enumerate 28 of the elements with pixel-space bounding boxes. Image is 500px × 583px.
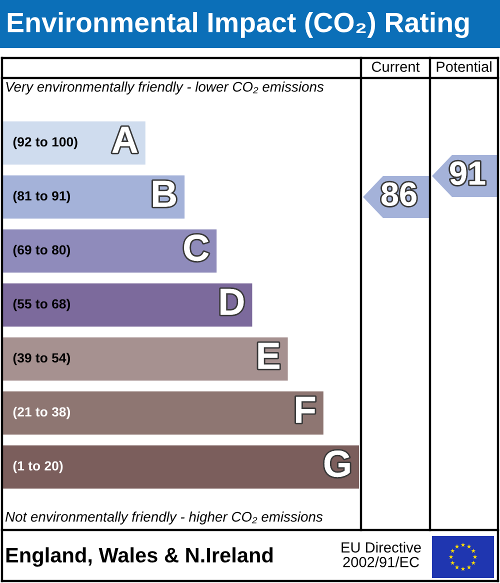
annotation: (69 to 80) [13, 244, 70, 258]
y-tick-label: D [220, 288, 244, 315]
bar [3, 337, 288, 381]
bar [3, 391, 324, 435]
annotation: (81 to 91) [13, 190, 70, 204]
y-tick-label: G [324, 450, 350, 478]
text: Not environmentally friendly - higher CO₂ emissions [5, 512, 323, 524]
y-tick-label: F [296, 396, 316, 423]
text: Current [372, 62, 420, 72]
y-tick-label: B [153, 180, 176, 207]
text: EU Directive 2002/91/EC [342, 542, 421, 568]
annotation: (1 to 20) [13, 460, 63, 474]
y-tick-label: C [184, 234, 209, 262]
bar [3, 283, 252, 327]
text: England, Wales & N.Ireland [6, 547, 273, 567]
text: Potential [436, 61, 492, 72]
annotation: (92 to 100) [13, 136, 78, 150]
y-tick-label: E [258, 342, 280, 369]
y-tick-label: A [112, 126, 138, 153]
text: 86 [382, 182, 416, 206]
text: Very environmentally friendly - lower CO₂ emissions [6, 82, 324, 94]
text: 91 [450, 161, 486, 185]
annotation: (21 to 38) [13, 406, 70, 420]
chart-title: Environmental Impact (CO₂) Rating [8, 12, 469, 38]
bar [3, 229, 217, 273]
annotation: (55 to 68) [13, 298, 70, 312]
bar [3, 445, 359, 489]
annotation: (39 to 54) [13, 352, 70, 366]
